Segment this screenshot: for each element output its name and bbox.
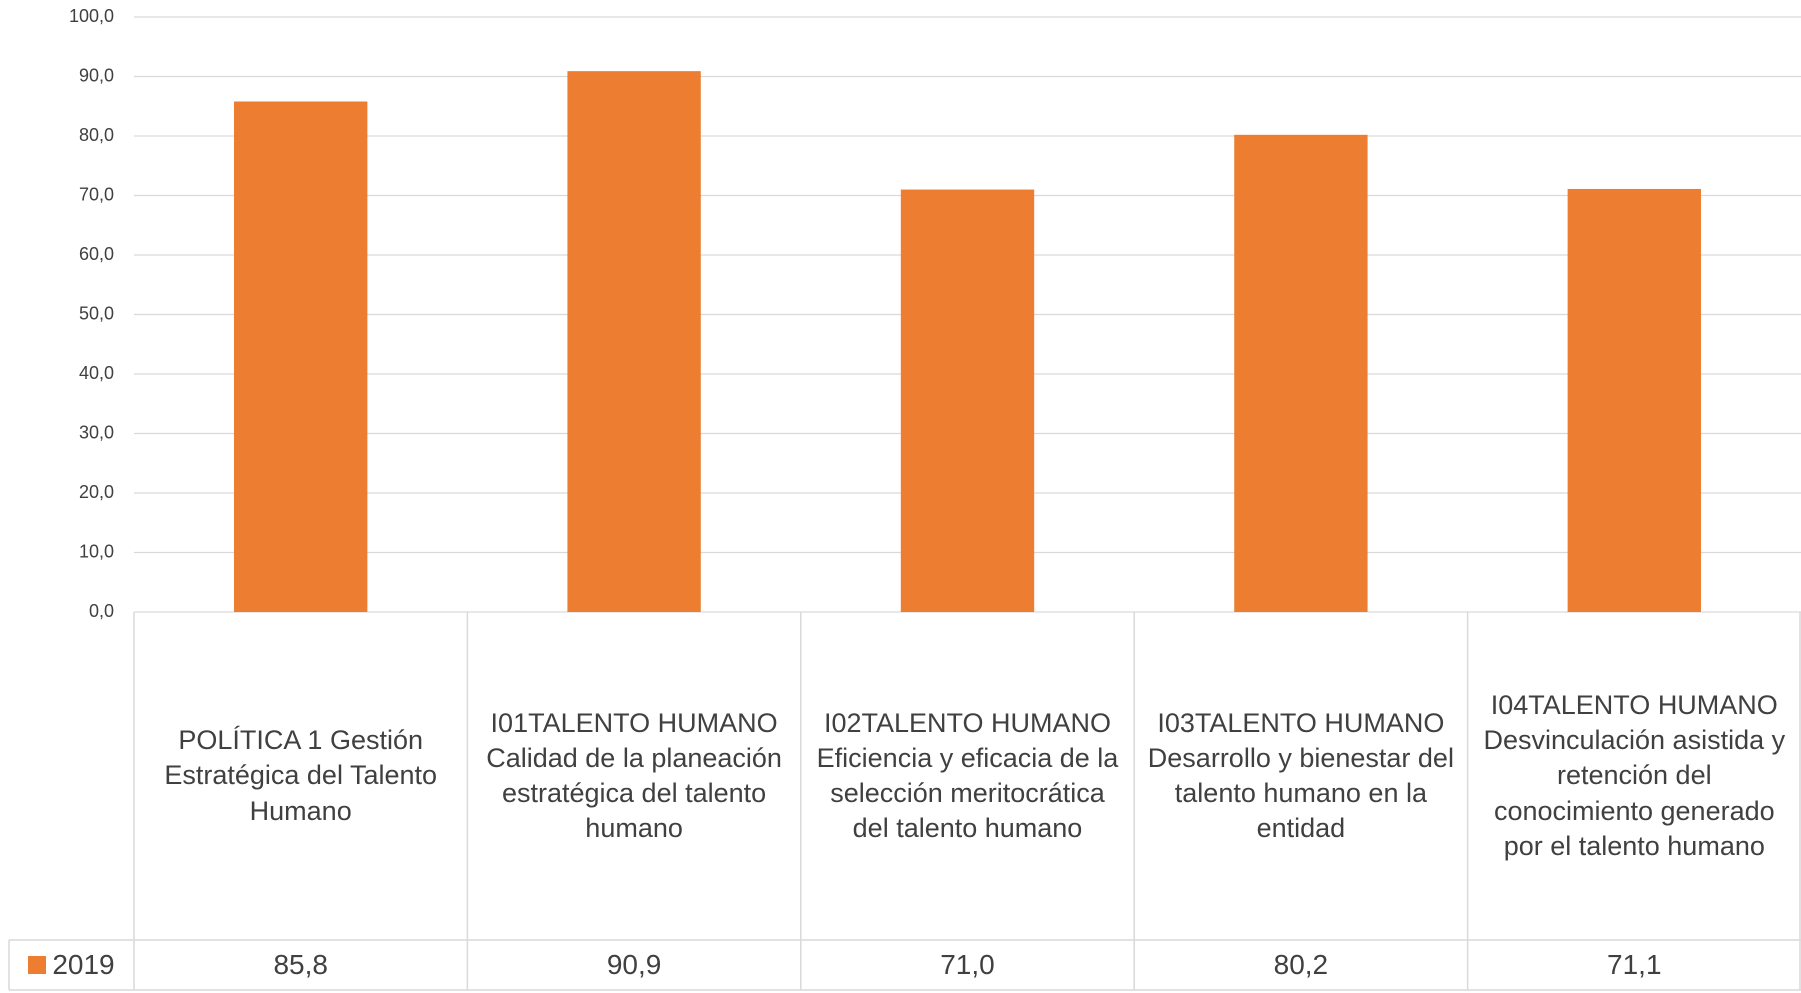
y-tick-label: 70,0	[79, 184, 114, 204]
category-label: I02TALENTO HUMANO Eficiencia y eficacia …	[816, 707, 1119, 844]
y-tick-label: 90,0	[79, 65, 114, 85]
y-tick-label: 80,0	[79, 125, 114, 145]
legend-swatch	[28, 956, 47, 974]
bar	[1567, 188, 1701, 612]
legend-entry: 2019	[9, 940, 134, 990]
y-tick-label: 60,0	[79, 244, 114, 264]
y-tick-label: 30,0	[79, 422, 114, 442]
value-label: 80,2	[1273, 949, 1329, 980]
y-tick-label: 100,0	[69, 6, 114, 26]
y-tick-label: 40,0	[79, 363, 114, 383]
value-label: 71,1	[1607, 949, 1662, 980]
bar	[567, 71, 701, 612]
y-tick-label: 0,0	[89, 601, 114, 621]
bar	[1234, 134, 1368, 612]
bar	[900, 189, 1035, 613]
value-label: 71,0	[940, 949, 995, 980]
legend-label: 2019	[52, 949, 115, 980]
bar	[234, 101, 368, 613]
category-label: I01TALENTO HUMANO Calidad de la planeaci…	[486, 707, 782, 844]
value-label: 90,9	[606, 949, 662, 980]
category-label: POLÍTICA 1 Gestión Estratégica del Talen…	[164, 725, 438, 826]
y-tick-label: 50,0	[79, 303, 114, 323]
y-tick-label: 20,0	[79, 482, 114, 502]
category-label: I04TALENTO HUMANO Desvinculación asistid…	[1483, 690, 1786, 861]
value-label: 85,8	[273, 949, 328, 980]
category-label: I03TALENTO HUMANO Desarrollo y bienestar…	[1147, 707, 1454, 844]
y-tick-label: 10,0	[79, 541, 114, 561]
